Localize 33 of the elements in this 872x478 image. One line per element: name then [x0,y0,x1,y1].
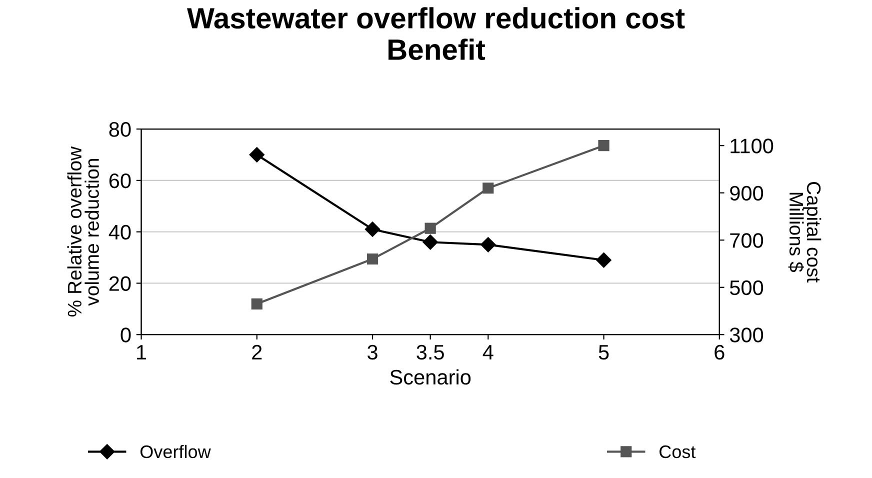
x-tick-label: 2 [252,344,262,360]
y2-tick-label: 500 [730,280,764,296]
legend-label: Cost [660,445,696,458]
x-tick-label: 4 [482,345,494,360]
y2-axis-title: Capital cost Millions $ [788,182,822,282]
x-tick-label: 1 [137,345,146,360]
x-tick-label: 5 [598,345,609,360]
legend-label: Overflow [140,444,211,458]
y-tick-label: 0 [120,328,131,342]
point [364,222,380,237]
y-tick-label: 80 [109,122,131,137]
point [596,252,612,268]
point [482,182,494,194]
y2-tick-label: 1100 [730,138,774,154]
point [424,222,436,234]
point [422,234,438,250]
point [598,140,610,152]
x-tick-label: 3.5 [416,344,444,360]
y2-tick-label: 900 [730,186,764,201]
y2-tick-label: 300 [730,328,764,342]
y-tick-label: 40 [108,224,131,240]
point [249,147,264,162]
chart-title: Wastewater overflow reduction cost Benefit [187,7,685,60]
point [251,298,262,310]
y-axis-title: % Relative overflow volume reduction [67,146,99,317]
x-axis-title: Scenario [390,369,471,385]
y-tick-label: 60 [109,173,131,188]
point [480,237,496,252]
x-tick-label: 6 [714,344,724,360]
x-tick-label: 3 [368,344,378,360]
point [366,253,378,265]
y2-tick-label: 700 [730,233,764,248]
y-tick-label: 20 [109,276,131,291]
